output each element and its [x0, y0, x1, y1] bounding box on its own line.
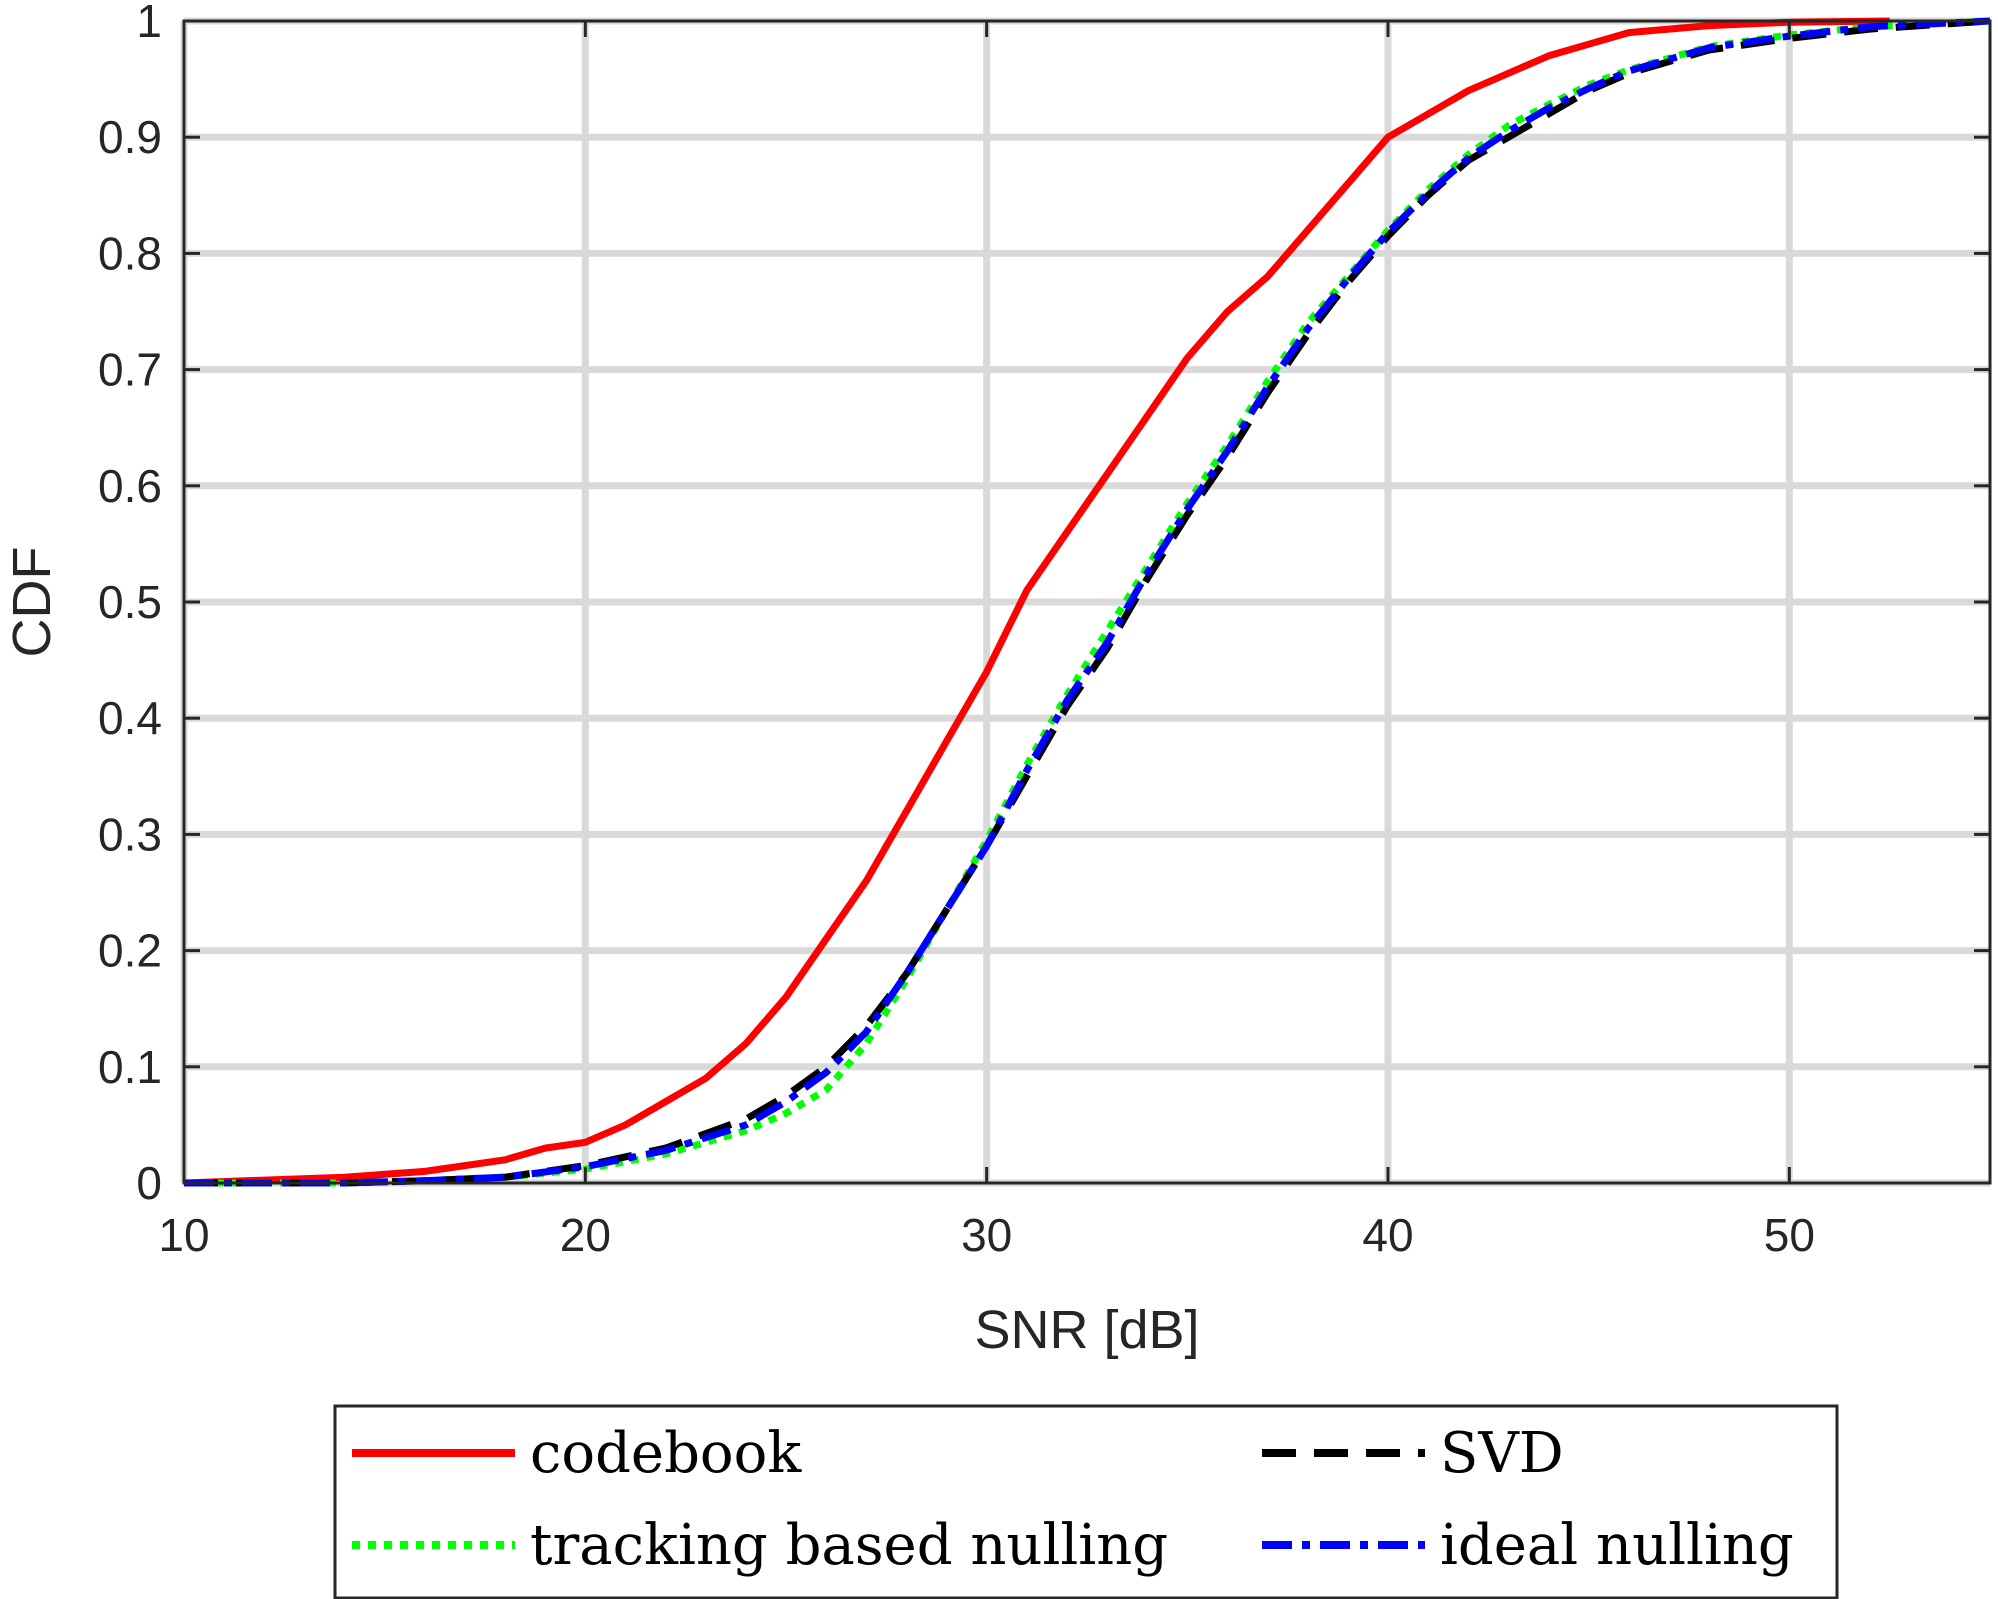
- y-tick-label: 0.4: [98, 692, 162, 744]
- series-line-ideal-nulling: [184, 17, 1991, 1187]
- y-tick-label: 0.2: [98, 925, 162, 977]
- y-tick-label: 0.6: [98, 460, 162, 512]
- y-tick-label: 0: [136, 1157, 162, 1209]
- series-line-svd: [184, 17, 1991, 1187]
- x-axis-label: SNR [dB]: [974, 1300, 1199, 1360]
- legend-label-svd: SVD: [1440, 1421, 1564, 1486]
- x-tick-label: 50: [1764, 1209, 1815, 1261]
- legend-label-ideal: ideal nulling: [1440, 1513, 1794, 1578]
- x-tick-label: 40: [1362, 1209, 1413, 1261]
- legend: codebook SVD tracking based nulling idea…: [333, 1404, 1839, 1599]
- tick-marks: [182, 19, 1990, 1185]
- y-axis-label: CDF: [2, 547, 62, 658]
- y-tick-labels: 0 0.1 0.2 0.3 0.4 0.5 0.6 0.7 0.8 0.9 1: [98, 0, 162, 1209]
- y-tick-label: 0.8: [98, 227, 162, 279]
- x-tick-label: 20: [560, 1209, 611, 1261]
- y-tick-label: 0.3: [98, 808, 162, 860]
- y-tick-label: 0.5: [98, 576, 162, 628]
- y-tick-label: 0.7: [98, 344, 162, 396]
- x-tick-labels: 10 20 30 40 50: [158, 1209, 1815, 1261]
- y-tick-label: 1: [136, 0, 162, 47]
- series-line-codebook: [183, 17, 1890, 1187]
- legend-box: [333, 1404, 1839, 1599]
- y-tick-label: 0.9: [98, 111, 162, 163]
- y-tick-label: 0.1: [98, 1041, 162, 1093]
- series-layer: [183, 17, 1991, 1187]
- x-tick-label: 30: [961, 1209, 1012, 1261]
- legend-label-codebook: codebook: [530, 1421, 802, 1486]
- legend-label-tracking: tracking based nulling: [530, 1513, 1168, 1578]
- grid-lines: [180, 17, 1990, 1187]
- x-tick-label: 10: [158, 1209, 209, 1261]
